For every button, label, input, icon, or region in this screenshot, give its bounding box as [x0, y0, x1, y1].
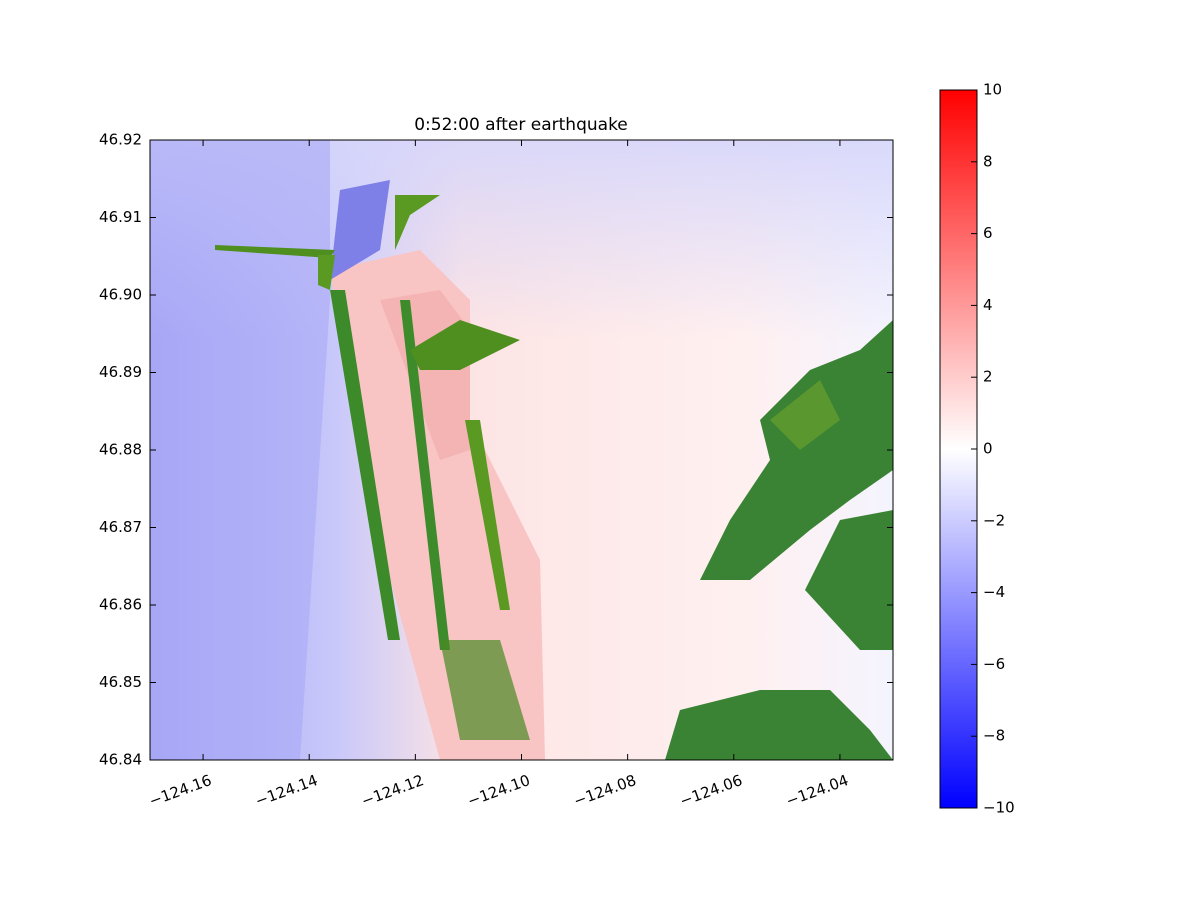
colorbar-tick-label: 0	[983, 440, 993, 458]
x-tick-label: −124.06	[677, 771, 744, 810]
map-field	[150, 140, 893, 760]
colorbar-tick-label: 6	[983, 224, 993, 242]
x-tick-label: −124.10	[465, 771, 532, 810]
y-tick-label: 46.85	[99, 673, 142, 691]
y-tick-label: 46.90	[99, 286, 142, 304]
y-tick-label: 46.86	[99, 596, 142, 614]
colorbar-tick-label: 4	[983, 296, 993, 314]
y-tick-label: 46.87	[99, 518, 142, 536]
colorbar-tick-label: 10	[983, 81, 1002, 99]
colorbar-tick-label: 2	[983, 368, 993, 386]
y-tick-label: 46.92	[99, 131, 142, 149]
colorbar-tick-label: −4	[983, 583, 1005, 601]
chart-title: 0:52:00 after earthquake	[414, 115, 628, 135]
colorbar-tick-label: −2	[983, 511, 1005, 529]
colorbar-tick-label: −10	[983, 799, 1015, 817]
y-tick-label: 46.84	[99, 751, 142, 769]
y-tick-label: 46.88	[99, 441, 142, 459]
colorbar	[939, 89, 978, 809]
x-tick-label: −124.14	[253, 771, 320, 810]
y-tick-label: 46.89	[99, 363, 142, 381]
x-tick-label: −124.12	[359, 771, 426, 810]
x-tick-label: −124.08	[571, 771, 638, 810]
x-tick-label: −124.04	[784, 771, 851, 810]
colorbar-tick-label: −8	[983, 727, 1005, 745]
x-tick-label: −124.16	[147, 771, 214, 810]
colorbar-tick-label: −6	[983, 655, 1005, 673]
y-tick-label: 46.91	[99, 208, 142, 226]
colorbar-tick-label: 8	[983, 152, 993, 170]
